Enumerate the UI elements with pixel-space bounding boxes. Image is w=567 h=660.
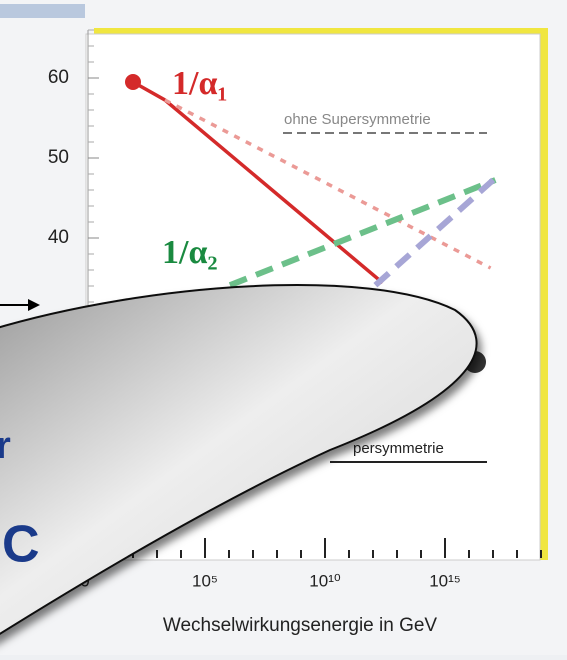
chart: Wechselwirkungsenergie in GeV 405060010⁵… xyxy=(0,0,567,655)
y-tick-label: 50 xyxy=(48,147,69,168)
x-tick-label: 10¹⁰ xyxy=(309,571,341,590)
annotation: 1/α₂ xyxy=(162,234,218,271)
annotation: 1/α₁ xyxy=(172,65,228,102)
y-tick-label: 40 xyxy=(48,227,69,248)
x-axis-label: Wechselwirkungsenergie in GeV xyxy=(163,615,438,636)
annotation: persymmetrie xyxy=(353,440,444,457)
x-tick-label: 10⁵ xyxy=(192,571,218,590)
fragment: r xyxy=(0,425,11,467)
fragment: C xyxy=(2,516,40,574)
x-tick-label: 10¹⁵ xyxy=(429,571,461,590)
y-tick-label: 60 xyxy=(48,67,69,88)
title-strip xyxy=(0,4,85,18)
point xyxy=(125,74,141,90)
annotation: ohne Supersymmetrie xyxy=(284,111,431,128)
